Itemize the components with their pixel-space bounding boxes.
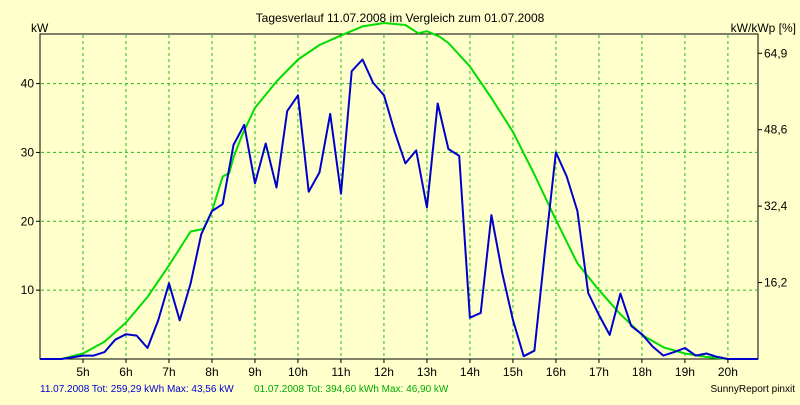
y-tick-label-left: 30 xyxy=(21,145,35,159)
series-line-comparison-01-07-2008 xyxy=(40,22,758,360)
y-tick-label-right: 64,9 xyxy=(764,46,788,60)
y-tick-label-right: 16,2 xyxy=(764,276,788,290)
x-tick-label: 15h xyxy=(503,365,523,379)
series-lines xyxy=(40,22,758,360)
plot-area xyxy=(39,33,759,360)
y-tick-label-left: 20 xyxy=(21,214,35,228)
y-tick-label-right: 32,4 xyxy=(764,199,788,213)
x-tick-label: 10h xyxy=(288,365,308,379)
grid xyxy=(41,35,758,359)
x-tick-label: 6h xyxy=(119,365,132,379)
x-tick-label: 5h xyxy=(76,365,89,379)
y-tick-label-right: 48,6 xyxy=(764,123,788,137)
x-tick-label: 13h xyxy=(417,365,437,379)
series-line-day-11-07-2008 xyxy=(40,58,758,360)
right-axis-unit: kW/kWp [%] xyxy=(731,21,796,35)
x-tick-label: 9h xyxy=(248,365,261,379)
y-tick-label-left: 10 xyxy=(21,283,35,297)
x-tick-label: 20h xyxy=(718,365,738,379)
x-tick-label: 18h xyxy=(632,365,652,379)
x-tick-label: 11h xyxy=(331,365,350,379)
x-tick-label: 17h xyxy=(589,365,609,379)
x-tick-label: 8h xyxy=(205,365,218,379)
x-tick-label: 19h xyxy=(675,365,695,379)
x-tick-label: 16h xyxy=(546,365,566,379)
footer-green-info: 01.07.2008 Tot: 394,60 kWh Max: 46,90 kW xyxy=(254,384,449,395)
left-axis-unit: kW xyxy=(31,21,49,35)
chart-title: Tagesverlauf 11.07.2008 im Vergleich zum… xyxy=(256,11,545,25)
x-tick-label: 7h xyxy=(162,365,175,379)
x-tick-label: 14h xyxy=(460,365,480,379)
y-tick-label-left: 40 xyxy=(21,77,35,91)
x-tick-label: 12h xyxy=(374,365,394,379)
footer-blue-info: 11.07.2008 Tot: 259,29 kWh Max: 43,56 kW xyxy=(40,384,234,395)
footer-credit: SunnyReport pinxit xyxy=(711,384,796,395)
axis-ticks: 5h 6h 7h 8h 9h 10h 11h 12h 13h 14h 15h 16h 17h 18h 19h… xyxy=(21,46,788,379)
